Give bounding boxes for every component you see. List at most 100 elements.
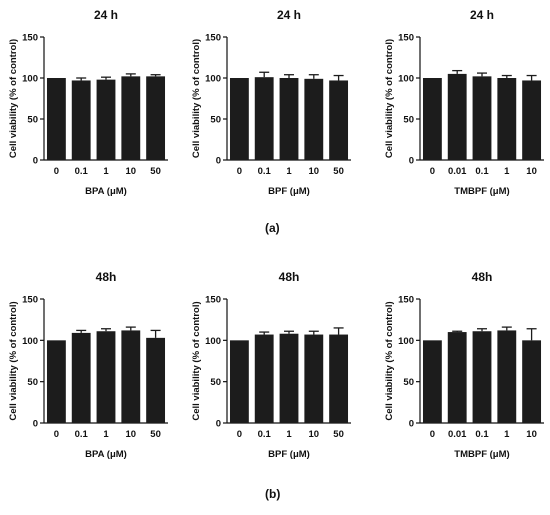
bar-0	[422, 78, 442, 160]
bar-50	[329, 334, 349, 423]
bar-1	[497, 330, 517, 423]
y-tick-label: 100	[205, 74, 221, 85]
x-tick-label: 1	[286, 166, 292, 177]
x-tick-label: 0	[430, 166, 435, 177]
y-tick-label: 150	[22, 295, 38, 306]
bar-0	[422, 340, 442, 423]
y-tick-label: 0	[409, 156, 414, 167]
bar-0.1	[472, 76, 492, 160]
x-tick-label: 50	[333, 166, 344, 177]
row-label-b: (b)	[265, 487, 281, 501]
y-tick-label: 50	[210, 115, 221, 126]
chart-title: 48h	[279, 270, 300, 284]
x-tick-label: 50	[333, 429, 344, 440]
x-tick-label: 1	[103, 166, 109, 177]
y-tick-label: 100	[205, 336, 221, 347]
x-tick-label: 1	[504, 166, 510, 177]
y-tick-label: 100	[398, 74, 414, 85]
x-tick-label: 0.01	[448, 166, 467, 177]
x-tick-label: 10	[526, 166, 537, 177]
x-tick-label: 0	[237, 166, 242, 177]
bar-0.01	[447, 73, 467, 160]
y-axis-title: Cell viability (% of control)	[8, 301, 19, 420]
bar-0	[46, 340, 66, 423]
x-tick-label: 10	[309, 166, 320, 177]
x-tick-label: 10	[526, 429, 537, 440]
bar-0.1	[71, 332, 91, 423]
y-tick-label: 150	[398, 33, 414, 44]
bar-0.1	[472, 331, 492, 423]
x-tick-label: 0	[430, 429, 435, 440]
y-tick-label: 0	[33, 156, 38, 167]
bar-1	[497, 78, 517, 160]
x-axis-title: TMBPF (μM)	[454, 186, 509, 197]
bar-10	[121, 330, 141, 423]
x-tick-label: 0.1	[258, 166, 272, 177]
x-tick-label: 50	[150, 429, 161, 440]
y-tick-label: 100	[398, 336, 414, 347]
row-label-a: (a)	[265, 221, 280, 235]
y-tick-label: 150	[205, 295, 221, 306]
x-tick-label: 0.1	[475, 166, 489, 177]
x-tick-label: 50	[150, 166, 161, 177]
bar-1	[96, 331, 116, 423]
x-axis-title: BPF (μM)	[268, 186, 310, 197]
bar-10	[121, 76, 141, 160]
y-tick-label: 50	[27, 377, 38, 388]
chart-title: 24 h	[94, 8, 118, 22]
x-tick-label: 0.1	[75, 166, 89, 177]
y-axis-title: Cell viability (% of control)	[384, 301, 395, 420]
bar-0	[229, 340, 249, 423]
bar-10	[304, 334, 324, 423]
bar-0	[46, 78, 66, 160]
y-tick-label: 150	[22, 33, 38, 44]
bar-0.01	[447, 332, 467, 423]
chart-title: 24 h	[277, 8, 301, 22]
y-tick-label: 0	[33, 419, 38, 430]
y-tick-label: 0	[409, 419, 414, 430]
x-tick-label: 0	[237, 429, 242, 440]
x-tick-label: 10	[126, 166, 137, 177]
bar-50	[329, 80, 349, 160]
bar-0	[229, 78, 249, 160]
y-axis-title: Cell viability (% of control)	[191, 39, 202, 158]
bar-0.1	[254, 334, 274, 423]
y-tick-label: 150	[205, 33, 221, 44]
bar-10	[304, 78, 324, 160]
x-tick-label: 1	[103, 429, 109, 440]
bar-0.1	[254, 77, 274, 160]
x-tick-label: 0	[54, 429, 59, 440]
bar-50	[146, 76, 166, 160]
x-tick-label: 0	[54, 166, 59, 177]
chart-title: 24 h	[470, 8, 494, 22]
x-tick-label: 0.01	[448, 429, 467, 440]
bar-50	[146, 337, 166, 423]
x-axis-title: BPA (μM)	[85, 449, 127, 460]
x-axis-title: TMBPF (μM)	[454, 449, 509, 460]
bar-1	[279, 333, 299, 423]
x-tick-label: 10	[309, 429, 320, 440]
bar-1	[279, 78, 299, 160]
y-tick-label: 50	[403, 115, 414, 126]
y-axis-title: Cell viability (% of control)	[191, 301, 202, 420]
x-tick-label: 1	[504, 429, 510, 440]
chart-title: 48h	[472, 270, 493, 284]
y-axis-title: Cell viability (% of control)	[8, 39, 19, 158]
x-tick-label: 1	[286, 429, 292, 440]
bar-1	[96, 79, 116, 160]
x-tick-label: 0.1	[475, 429, 489, 440]
y-tick-label: 150	[398, 295, 414, 306]
y-tick-label: 50	[27, 115, 38, 126]
bar-0.1	[71, 80, 91, 160]
y-tick-label: 0	[216, 419, 221, 430]
bar-10	[522, 80, 542, 160]
x-tick-label: 10	[126, 429, 137, 440]
x-axis-title: BPF (μM)	[268, 449, 310, 460]
